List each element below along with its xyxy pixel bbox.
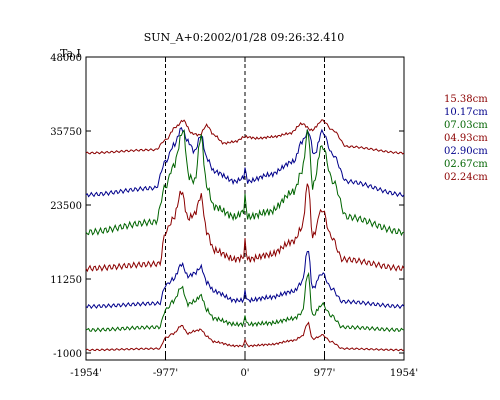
x-tick-label: -977' xyxy=(153,368,178,379)
y-tick-label: 11250 xyxy=(50,275,82,286)
y-axis-ticks: -1000 11250 23500 35750 48000 xyxy=(50,53,404,360)
legend-item: 07.03cm xyxy=(444,120,488,131)
series-line-10-17cm xyxy=(85,127,405,198)
series-line-02-67cm xyxy=(85,271,405,333)
series-line-15-38cm xyxy=(85,119,405,155)
legend-item: 02.24cm xyxy=(444,172,488,183)
x-tick-label: -1954' xyxy=(70,368,102,379)
y-tick-label: 48000 xyxy=(50,53,82,64)
x-tick-label: 977' xyxy=(314,368,336,379)
x-tick-label: 1954' xyxy=(390,368,418,379)
legend-item: 15.38cm xyxy=(444,94,488,105)
series-line-04-93cm xyxy=(85,183,405,273)
legend-item: 04.93cm xyxy=(444,133,488,144)
legend: 15.38cm 10.17cm 07.03cm 04.93cm 02.90cm 02.67… xyxy=(444,93,488,184)
y-tick-label: 35750 xyxy=(50,127,82,138)
y-tick-label: -1000 xyxy=(53,349,82,360)
series-line-02-24cm xyxy=(85,321,405,352)
chart-title: SUN_A+0:2002/01/28 09:26:32.410 xyxy=(144,31,345,44)
series-lines xyxy=(85,119,405,352)
legend-item: 02.67cm xyxy=(444,159,488,170)
y-axis-label: Ta,I xyxy=(60,47,81,60)
y-tick-label: 23500 xyxy=(50,201,82,212)
series-line-02-90cm xyxy=(85,250,405,310)
x-tick-label: 0' xyxy=(240,368,249,379)
legend-item: 10.17cm xyxy=(444,107,488,118)
x-axis-ticks: -1954' -977' 0' 977' 1954' xyxy=(70,57,418,379)
legend-item: 02.90cm xyxy=(444,146,488,157)
series-line-07-03cm xyxy=(85,129,405,237)
